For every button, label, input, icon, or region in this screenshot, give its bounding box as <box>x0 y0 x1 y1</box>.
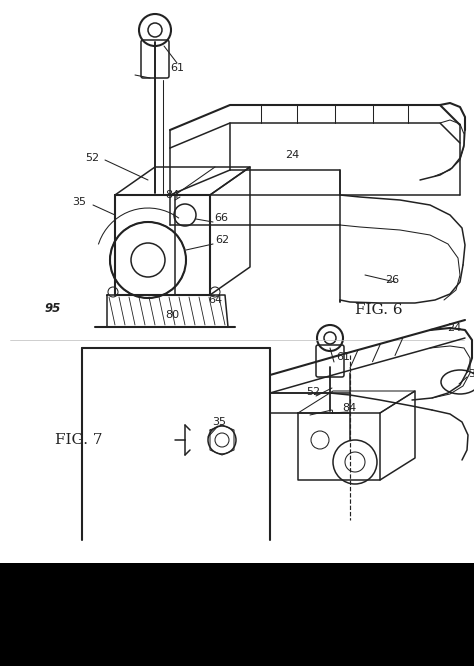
Text: 61: 61 <box>336 352 350 362</box>
Text: 84: 84 <box>342 403 356 413</box>
Text: 24: 24 <box>447 323 461 333</box>
FancyBboxPatch shape <box>141 40 169 78</box>
Text: 24: 24 <box>285 150 299 160</box>
Text: 26: 26 <box>385 275 399 285</box>
Text: 66: 66 <box>214 213 228 223</box>
Text: 95: 95 <box>45 302 61 314</box>
Text: 62: 62 <box>215 235 229 245</box>
Text: 35: 35 <box>212 417 226 427</box>
Text: 61: 61 <box>170 63 184 73</box>
Text: 84: 84 <box>165 190 179 200</box>
Text: FIG. 6: FIG. 6 <box>355 303 402 317</box>
Text: 64: 64 <box>208 295 222 305</box>
FancyBboxPatch shape <box>316 345 344 377</box>
Text: FIG. 7: FIG. 7 <box>55 433 102 447</box>
Text: 35: 35 <box>468 369 474 379</box>
Text: 80: 80 <box>165 310 179 320</box>
Bar <box>0 563 474 666</box>
Text: 52: 52 <box>306 387 320 397</box>
Text: 52: 52 <box>85 153 99 163</box>
Text: 35: 35 <box>72 197 86 207</box>
